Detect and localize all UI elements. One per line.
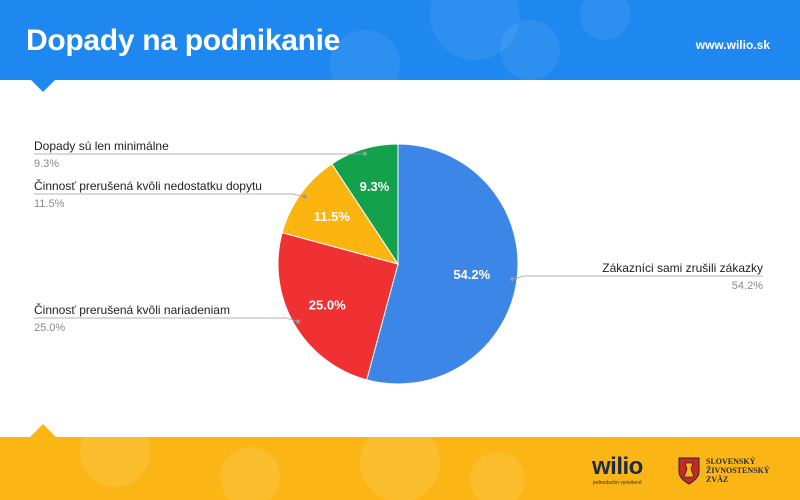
header-notch bbox=[30, 79, 56, 92]
crest-icon bbox=[678, 457, 700, 485]
szz-line-1: SLOVENSKÝ bbox=[706, 457, 756, 466]
page-title: Dopady na podnikanie bbox=[26, 24, 341, 57]
callout-leader-line bbox=[34, 317, 299, 322]
callout-value-label: 54.2% bbox=[732, 280, 763, 292]
szz-line-2: ŽIVNOSTENSKÝ bbox=[706, 466, 770, 475]
callout-dot bbox=[296, 319, 301, 324]
footer-bar: wilio jednoducho vyriešené SLOVENSKÝ ŽIV… bbox=[0, 437, 800, 500]
pie-slice-cinnost-prerusena-kvoli-nedostatku-dopytu[interactable] bbox=[281, 163, 400, 265]
header-bar: Dopady na podnikanie www.wilio.sk bbox=[0, 0, 800, 80]
callout-value-label: 11.5% bbox=[34, 198, 65, 210]
callout-category-label: Činnosť prerušená kvôli nedostatku dopyt… bbox=[34, 178, 262, 193]
callout-dot bbox=[510, 277, 515, 282]
pie-slice-zakaznici-sami-zrusili-zakazky[interactable] bbox=[366, 143, 519, 385]
site-url[interactable]: www.wilio.sk bbox=[695, 38, 770, 52]
callout-category-label: Dopady sú len minimálne bbox=[34, 139, 169, 153]
wilio-tagline: jednoducho vyriešené bbox=[593, 480, 642, 486]
pie-slice-percent-label: 11.5% bbox=[314, 209, 351, 224]
pie-chart: 54.2% Zákazníci sami zrušili zákazky 54.2%… bbox=[0, 92, 800, 437]
szz-line-3: ZVÄZ bbox=[706, 475, 729, 484]
callout-value-label: 9.3% bbox=[34, 158, 59, 170]
pie-slice-percent-label: 54.2% bbox=[453, 267, 490, 282]
pie-chart-svg: 54.2% Zákazníci sami zrušili zákazky 54.2%… bbox=[34, 139, 763, 385]
footer-notch bbox=[30, 424, 56, 437]
callout-leader-line bbox=[512, 275, 763, 280]
pie-slice-percent-label: 9.3% bbox=[360, 179, 390, 194]
callout-dot bbox=[302, 194, 307, 199]
callout-category-label: Činnosť prerušená kvôli nariadeniam bbox=[34, 302, 230, 317]
pie-slice-cinnost-prerusena-kvoli-nariadeniam[interactable] bbox=[277, 232, 399, 381]
wilio-logo-wordmark: wilio bbox=[592, 455, 643, 479]
callout-dot bbox=[362, 151, 367, 156]
pie-slice-dopady-su-len-minimalne[interactable] bbox=[331, 143, 399, 266]
pie-slice-percent-label: 25.0% bbox=[309, 298, 346, 313]
wilio-logo-text: wilio bbox=[592, 453, 643, 480]
szz-logo-text: SLOVENSKÝ ŽIVNOSTENSKÝ ZVÄZ bbox=[706, 457, 786, 484]
wilio-logo[interactable]: wilio jednoducho vyriešené bbox=[592, 455, 643, 487]
callout-category-label: Zákazníci sami zrušili zákazky bbox=[602, 261, 763, 275]
callout-leader-line bbox=[34, 193, 305, 197]
callout-value-label: 25.0% bbox=[34, 322, 65, 334]
